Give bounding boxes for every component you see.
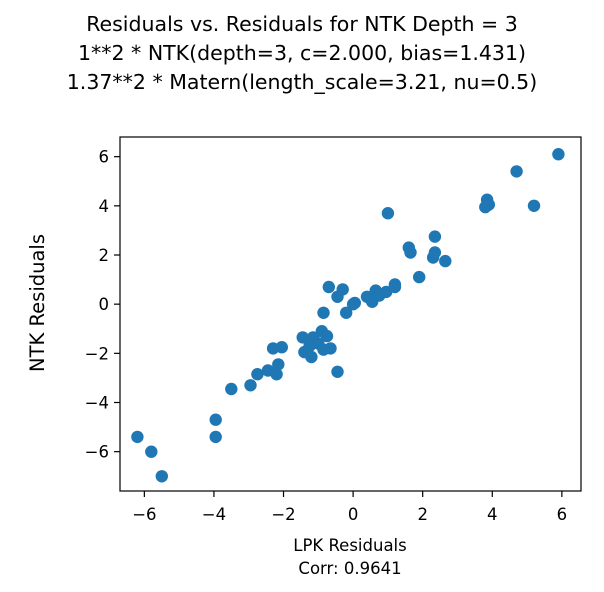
data-point — [331, 365, 344, 378]
data-point — [320, 329, 334, 343]
y-tick-label: 4 — [99, 197, 110, 216]
data-point — [270, 368, 283, 381]
data-point — [209, 413, 222, 426]
data-point — [404, 246, 417, 259]
x-axis-label: LPK Residuals — [293, 536, 407, 555]
data-point — [413, 270, 426, 284]
data-point — [324, 342, 337, 355]
x-tick-label: 6 — [557, 505, 568, 524]
data-point — [305, 350, 318, 364]
y-axis-ticks: −6 −4 −2 0 2 4 6 — [85, 148, 120, 462]
points-layer — [131, 148, 565, 483]
chart-title-line-3: 1.37**2 * Matern(length_scale=3.21, nu=0… — [67, 70, 537, 95]
data-point — [340, 306, 353, 319]
x-axis-sublabel: Corr: 0.9641 — [298, 559, 401, 578]
x-tick-label: 4 — [487, 505, 498, 524]
data-point — [225, 382, 238, 396]
data-point — [428, 246, 442, 259]
data-point — [428, 230, 442, 243]
x-axis-ticks: −6 −4 −2 0 2 4 6 — [132, 491, 567, 524]
data-point — [209, 430, 222, 444]
data-point — [145, 445, 158, 458]
data-point — [244, 379, 257, 392]
data-point — [251, 368, 264, 381]
chart-title-line-2: 1**2 * NTK(depth=3, c=2.000, bias=1.431) — [78, 41, 526, 65]
data-point — [388, 278, 402, 291]
y-tick-label: 2 — [99, 246, 110, 265]
y-tick-label: −2 — [85, 344, 109, 363]
data-point — [552, 148, 565, 161]
x-tick-label: −4 — [202, 505, 226, 524]
data-point — [296, 331, 309, 344]
y-tick-label: 6 — [99, 148, 110, 167]
x-tick-label: −6 — [132, 505, 156, 524]
data-point — [482, 198, 495, 211]
y-tick-label: 0 — [99, 295, 110, 314]
x-tick-label: −2 — [271, 505, 295, 524]
data-point — [131, 430, 144, 444]
data-point — [275, 341, 288, 354]
data-point — [336, 283, 349, 296]
data-point — [527, 199, 541, 212]
y-tick-label: −6 — [85, 443, 109, 462]
data-point — [348, 296, 361, 310]
data-point — [381, 207, 395, 220]
x-tick-label: 0 — [348, 505, 359, 524]
data-point — [317, 306, 330, 319]
x-tick-label: 2 — [417, 505, 428, 524]
data-point — [155, 470, 168, 483]
data-point — [510, 165, 523, 178]
data-point — [322, 280, 335, 294]
data-point — [272, 358, 285, 371]
y-tick-label: −4 — [85, 394, 109, 413]
y-axis-label: NTK Residuals — [26, 234, 49, 372]
plot-frame — [119, 136, 582, 492]
data-point — [439, 254, 452, 268]
chart-title-line-1: Residuals vs. Residuals for NTK Depth = … — [86, 12, 518, 36]
